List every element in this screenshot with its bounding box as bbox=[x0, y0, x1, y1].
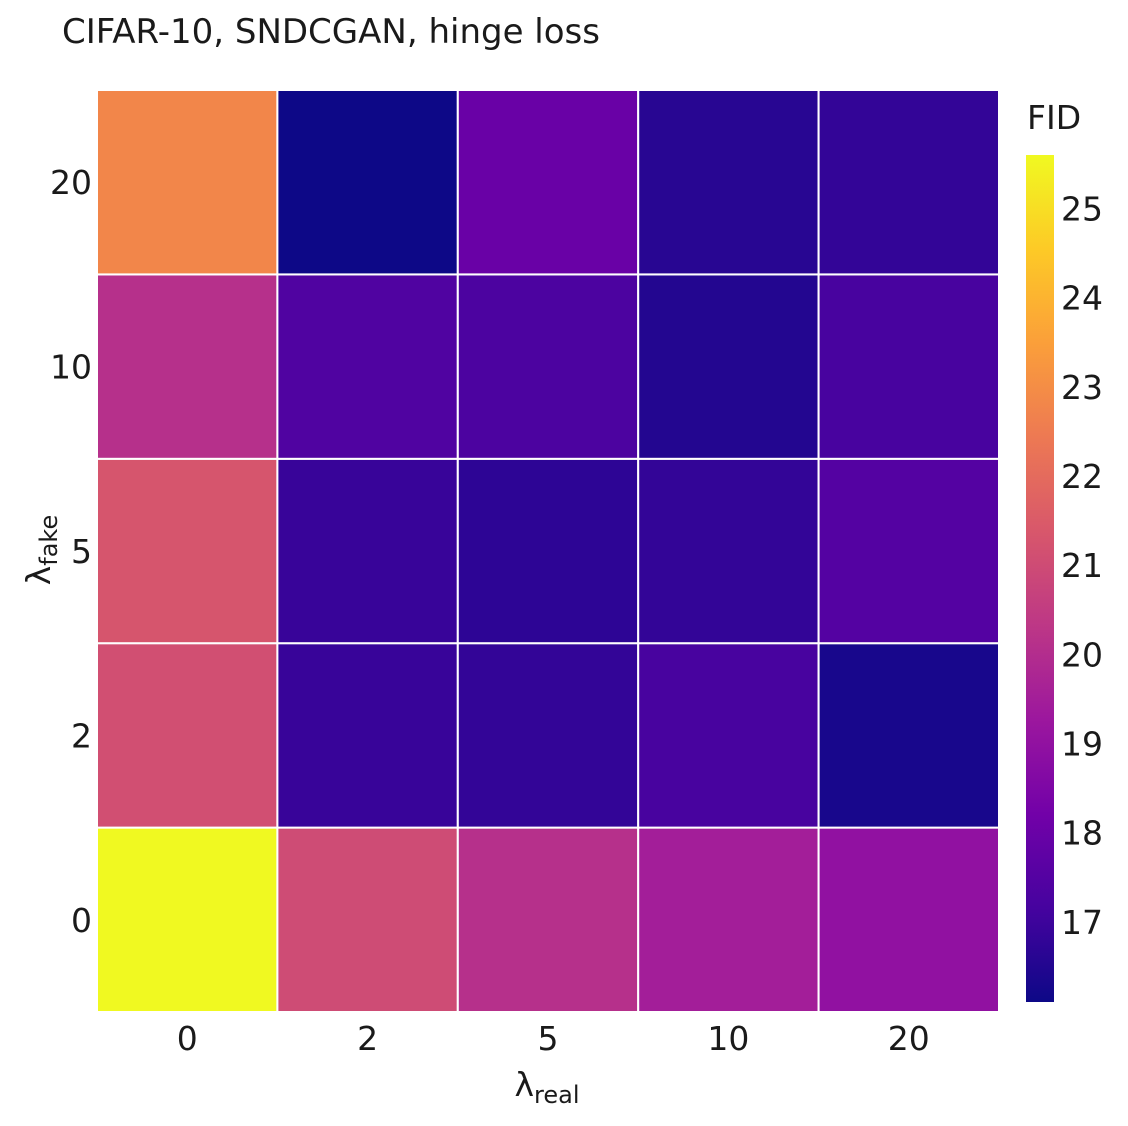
heatmap-cell-20-5 bbox=[456, 89, 640, 276]
heatmap-cell-2-5 bbox=[456, 642, 640, 829]
y-tick-label: 0 bbox=[71, 901, 92, 940]
heatmap-cell-5-5 bbox=[456, 457, 640, 645]
x-tick-label: 0 bbox=[177, 1019, 198, 1058]
colorbar-tick-label: 23 bbox=[1061, 368, 1103, 407]
colorbar-ticks: 17 18 19 20 21 22 23 24 25 bbox=[1061, 189, 1103, 941]
y-tick-label: 5 bbox=[71, 532, 92, 571]
x-axis-ticks: 0 2 5 10 20 bbox=[177, 1019, 930, 1058]
heatmap-cell-10-5 bbox=[456, 273, 640, 460]
x-tick-label: 20 bbox=[888, 1019, 930, 1058]
colorbar-title: FID bbox=[1027, 98, 1081, 137]
heatmap-cell-0-20 bbox=[817, 826, 1000, 1013]
colorbar-tick-label: 19 bbox=[1061, 724, 1103, 763]
x-axis-label-base: λ bbox=[514, 1065, 534, 1104]
y-axis-label: λfake bbox=[19, 515, 63, 586]
y-tick-label: 20 bbox=[50, 163, 92, 202]
heatmap-cell-20-0 bbox=[96, 89, 279, 276]
heatmap-cell-2-2 bbox=[276, 642, 459, 829]
x-tick-label: 10 bbox=[707, 1019, 749, 1058]
y-tick-label: 10 bbox=[50, 348, 92, 387]
heatmap-cell-0-10 bbox=[637, 826, 820, 1013]
heatmap-cell-10-10 bbox=[637, 273, 820, 460]
colorbar-tick-label: 22 bbox=[1061, 457, 1103, 496]
heatmap-cell-20-10 bbox=[637, 89, 820, 276]
heatmap-cell-5-2 bbox=[276, 457, 459, 645]
heatmap-cell-2-0 bbox=[96, 642, 279, 829]
y-axis-ticks: 0 2 5 10 20 bbox=[50, 163, 92, 940]
colorbar bbox=[1026, 155, 1054, 1002]
heatmap-cells bbox=[96, 89, 1000, 1013]
heatmap-cell-5-0 bbox=[96, 457, 279, 645]
heatmap-cell-10-2 bbox=[276, 273, 459, 460]
colorbar-tick-label: 21 bbox=[1061, 546, 1103, 585]
x-axis-label: λreal bbox=[514, 1065, 579, 1109]
heatmap-cell-0-5 bbox=[456, 826, 640, 1013]
heatmap-cell-10-0 bbox=[96, 273, 279, 460]
x-tick-label: 2 bbox=[357, 1019, 378, 1058]
y-tick-label: 2 bbox=[71, 716, 92, 755]
colorbar-tick-label: 17 bbox=[1061, 903, 1103, 942]
heatmap-cell-5-10 bbox=[637, 457, 820, 645]
heatmap-cell-20-20 bbox=[817, 89, 1000, 276]
heatmap-cell-2-20 bbox=[817, 642, 1000, 829]
x-axis-label-sub: real bbox=[534, 1081, 579, 1109]
heatmap-cell-2-10 bbox=[637, 642, 820, 829]
heatmap-cell-0-0 bbox=[96, 826, 279, 1013]
heatmap-cell-0-2 bbox=[276, 826, 459, 1013]
y-axis-label-base: λ bbox=[19, 566, 58, 586]
heatmap-cell-5-20 bbox=[817, 457, 1000, 645]
colorbar-tick-label: 18 bbox=[1061, 814, 1103, 853]
colorbar-tick-label: 24 bbox=[1061, 279, 1103, 318]
y-axis-label-sub: fake bbox=[35, 515, 63, 566]
colorbar-tick-label: 20 bbox=[1061, 635, 1103, 674]
heatmap-cell-20-2 bbox=[276, 89, 459, 276]
x-tick-label: 5 bbox=[538, 1019, 559, 1058]
colorbar-tick-label: 25 bbox=[1061, 189, 1103, 228]
chart-title: CIFAR-10, SNDCGAN, hinge loss bbox=[62, 12, 600, 52]
heatmap-cell-10-20 bbox=[817, 273, 1000, 460]
